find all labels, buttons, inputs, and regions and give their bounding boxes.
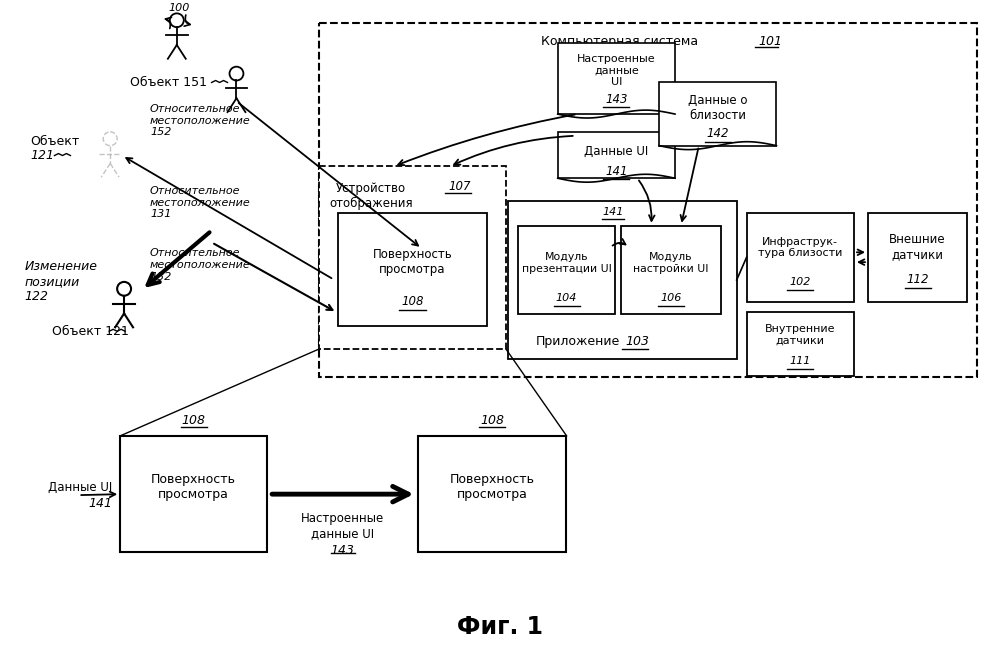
Text: 121: 121: [31, 149, 55, 162]
Text: Поверхность
просмотра: Поверхность просмотра: [151, 474, 236, 501]
Text: 141: 141: [605, 165, 628, 178]
Text: Объект 151: Объект 151: [130, 76, 207, 89]
Text: 106: 106: [660, 293, 682, 303]
Text: Данные UI: Данные UI: [48, 481, 112, 494]
Text: 108: 108: [182, 413, 206, 426]
FancyBboxPatch shape: [319, 167, 506, 349]
Text: 141: 141: [603, 207, 624, 217]
FancyBboxPatch shape: [747, 311, 854, 376]
Text: Относительное
местоположение
152: Относительное местоположение 152: [150, 104, 251, 138]
Text: 142: 142: [707, 127, 729, 140]
Text: Данные UI: Данные UI: [584, 145, 648, 158]
Text: Поверхность
просмотра: Поверхность просмотра: [450, 474, 535, 501]
Text: 108: 108: [480, 413, 504, 426]
Text: 107: 107: [448, 180, 471, 193]
FancyBboxPatch shape: [621, 225, 721, 315]
Text: 103: 103: [625, 335, 649, 348]
Text: Поверхность
просмотра: Поверхность просмотра: [373, 248, 452, 276]
Text: Внутренние
датчики: Внутренние датчики: [765, 324, 836, 346]
Text: Фиг. 1: Фиг. 1: [457, 616, 543, 640]
FancyBboxPatch shape: [747, 213, 854, 302]
Text: Относительное
местоположение
132: Относительное местоположение 132: [150, 248, 251, 282]
Text: 104: 104: [556, 293, 577, 303]
Text: 102: 102: [790, 277, 811, 287]
Text: Объект 121: Объект 121: [52, 325, 129, 338]
FancyBboxPatch shape: [508, 201, 737, 359]
FancyBboxPatch shape: [418, 436, 566, 552]
Text: Модуль
презентации UI: Модуль презентации UI: [522, 253, 612, 274]
Text: 100: 100: [168, 3, 189, 14]
FancyBboxPatch shape: [120, 436, 267, 552]
Text: 143: 143: [605, 93, 628, 106]
FancyBboxPatch shape: [319, 23, 977, 377]
FancyBboxPatch shape: [868, 213, 967, 302]
Text: Модуль
настройки UI: Модуль настройки UI: [633, 253, 709, 274]
FancyBboxPatch shape: [338, 213, 487, 326]
Text: Внешние
датчики: Внешние датчики: [889, 233, 946, 262]
Text: Компьютерная система: Компьютерная система: [541, 34, 698, 48]
Text: Объект: Объект: [31, 135, 80, 148]
Text: Приложение: Приложение: [536, 335, 620, 348]
Text: Относительное
местоположение
131: Относительное местоположение 131: [150, 186, 251, 220]
Text: Изменение
позиции
122: Изменение позиции 122: [25, 260, 98, 303]
Text: Настроенные
данные
UI: Настроенные данные UI: [577, 54, 656, 87]
Text: Устройство
отображения: Устройство отображения: [329, 182, 413, 211]
Text: Данные о
близости: Данные о близости: [688, 94, 748, 122]
FancyBboxPatch shape: [558, 43, 675, 114]
Text: 101: 101: [759, 34, 783, 48]
FancyBboxPatch shape: [558, 132, 675, 178]
Text: 143: 143: [331, 543, 355, 556]
FancyBboxPatch shape: [659, 83, 776, 145]
Text: Настроенные
данные UI: Настроенные данные UI: [301, 512, 385, 540]
FancyBboxPatch shape: [518, 225, 615, 315]
Text: 141: 141: [88, 497, 112, 510]
Text: 111: 111: [790, 356, 811, 366]
Text: 112: 112: [906, 273, 929, 286]
Text: 108: 108: [401, 295, 424, 308]
Text: Инфраструк-
тура близости: Инфраструк- тура близости: [758, 236, 843, 258]
